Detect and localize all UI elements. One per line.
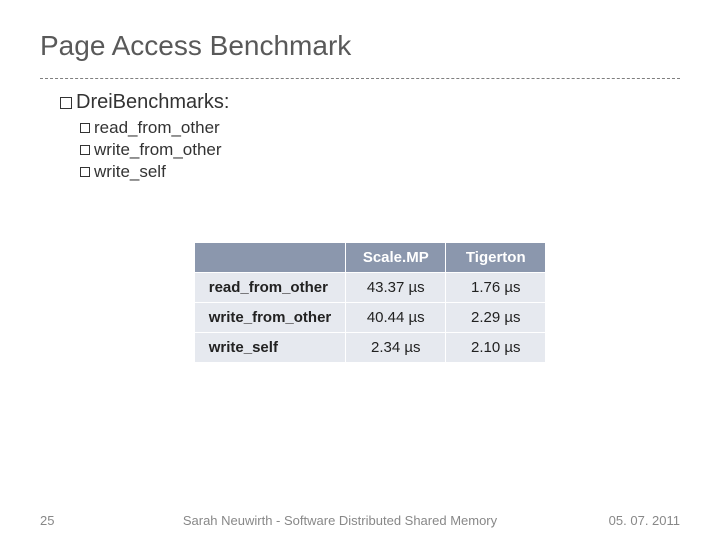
square-bullet-icon — [80, 145, 90, 155]
list-item: write_self — [80, 162, 680, 182]
slide-title: Page Access Benchmark — [40, 30, 680, 62]
heading-rest: Benchmarks: — [113, 91, 230, 114]
footer: 25 Sarah Neuwirth - Software Distributed… — [0, 513, 720, 530]
table-header: Tigerton — [446, 243, 546, 273]
square-bullet-icon — [80, 167, 90, 177]
table-row: write_self 2.34 µs 2.10 µs — [194, 333, 546, 363]
row-value: 2.10 µs — [446, 333, 546, 363]
row-label: write_self — [194, 333, 346, 363]
footer-center: Sarah Neuwirth - Software Distributed Sh… — [100, 513, 580, 530]
list-item: write_from_other — [80, 140, 680, 160]
heading-prefix: Drei — [76, 91, 113, 114]
content-area: Drei Benchmarks: read_from_other write_f… — [0, 79, 720, 363]
list-item-label: read_from_other — [94, 118, 220, 138]
row-value: 43.37 µs — [346, 273, 446, 303]
table-row: write_from_other 40.44 µs 2.29 µs — [194, 303, 546, 333]
row-value: 2.34 µs — [346, 333, 446, 363]
list-item-label: write_from_other — [94, 140, 222, 160]
row-value: 40.44 µs — [346, 303, 446, 333]
row-label: write_from_other — [194, 303, 346, 333]
table-header-empty — [194, 243, 346, 273]
row-value: 1.76 µs — [446, 273, 546, 303]
square-bullet-icon — [80, 123, 90, 133]
footer-date: 05. 07. 2011 — [580, 513, 680, 528]
square-bullet-icon — [60, 97, 72, 109]
list-item: read_from_other — [80, 118, 680, 138]
table-header: Scale.MP — [346, 243, 446, 273]
benchmark-table: Scale.MP Tigerton read_from_other 43.37 … — [194, 242, 547, 363]
list-item-label: write_self — [94, 162, 166, 182]
row-value: 2.29 µs — [446, 303, 546, 333]
row-label: read_from_other — [194, 273, 346, 303]
page-number: 25 — [40, 513, 100, 528]
bullet-heading: Drei Benchmarks: — [60, 91, 680, 114]
table-row: read_from_other 43.37 µs 1.76 µs — [194, 273, 546, 303]
